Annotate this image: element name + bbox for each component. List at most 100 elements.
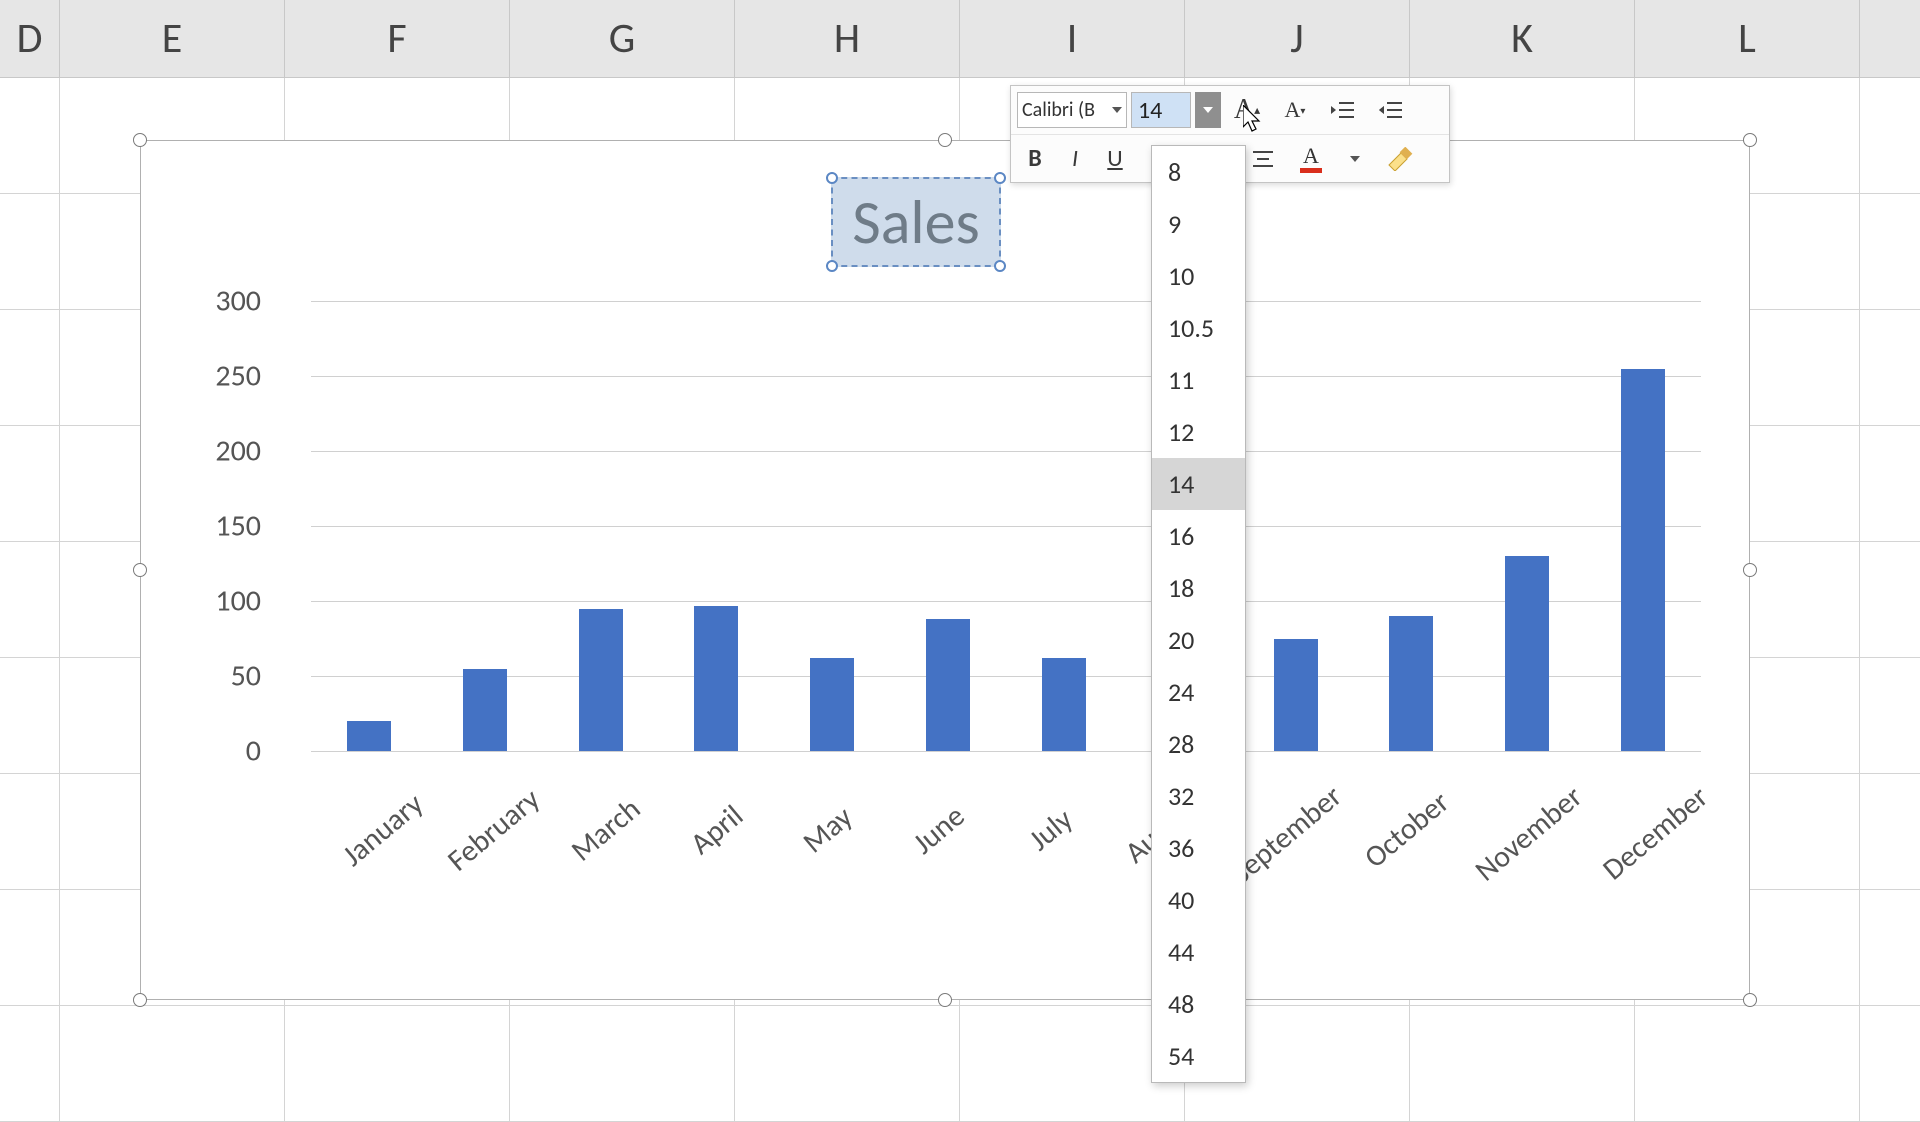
column-header[interactable]: G	[510, 0, 735, 77]
font-size-input[interactable]: 14	[1131, 92, 1191, 128]
underline-button[interactable]: U	[1097, 139, 1133, 179]
bar-slot	[1238, 301, 1354, 751]
font-size-option[interactable]: 44	[1152, 926, 1245, 978]
font-size-option[interactable]: 36	[1152, 822, 1245, 874]
column-header[interactable]: L	[1635, 0, 1860, 77]
bold-button[interactable]: B	[1017, 139, 1053, 179]
bar-slot	[1353, 301, 1469, 751]
font-size-option[interactable]: 8	[1152, 146, 1245, 198]
font-size-option[interactable]: 10	[1152, 250, 1245, 302]
y-axis-tick-label: 300	[181, 283, 261, 320]
y-axis-tick-label: 250	[181, 358, 261, 395]
bar-slot	[1006, 301, 1122, 751]
font-size-option[interactable]: 16	[1152, 510, 1245, 562]
chevron-down-icon	[1112, 107, 1122, 113]
font-size-option[interactable]: 24	[1152, 666, 1245, 718]
resize-handle[interactable]	[133, 133, 147, 147]
bar[interactable]	[463, 669, 507, 752]
resize-handle[interactable]	[1743, 563, 1757, 577]
bar-slot	[1469, 301, 1585, 751]
x-axis-tick-label: October	[1353, 780, 1462, 880]
font-size-value: 14	[1138, 96, 1162, 125]
column-header[interactable]: J	[1185, 0, 1410, 77]
bar-slot	[427, 301, 543, 751]
bar[interactable]	[1389, 616, 1433, 751]
italic-button[interactable]: I	[1057, 139, 1093, 179]
font-size-option[interactable]: 18	[1152, 562, 1245, 614]
font-size-option[interactable]: 12	[1152, 406, 1245, 458]
gridline	[311, 751, 1701, 752]
bar-slot	[658, 301, 774, 751]
font-size-option[interactable]: 54	[1152, 1030, 1245, 1082]
decrease-font-button[interactable]: A▾	[1273, 90, 1317, 130]
chart-title-text[interactable]: Sales	[852, 184, 980, 260]
bar-slot	[890, 301, 1006, 751]
chart-plot-area[interactable]: 050100150200250300 JanuaryFebruaryMarchA…	[201, 301, 1701, 781]
chart-title-box[interactable]: Sales	[831, 177, 1001, 267]
align-center-button[interactable]	[1241, 139, 1285, 179]
bar[interactable]	[579, 609, 623, 752]
bar[interactable]	[1274, 639, 1318, 752]
font-size-option[interactable]: 32	[1152, 770, 1245, 822]
font-size-option[interactable]: 48	[1152, 978, 1245, 1030]
bar-slot	[1585, 301, 1701, 751]
resize-handle[interactable]	[133, 993, 147, 1007]
title-resize-handle[interactable]	[826, 260, 838, 272]
bar[interactable]	[810, 658, 854, 751]
font-size-option[interactable]: 40	[1152, 874, 1245, 926]
font-name-combo[interactable]: Calibri (B	[1017, 92, 1127, 128]
increase-font-button[interactable]: A▴	[1225, 90, 1269, 130]
font-size-option[interactable]: 20	[1152, 614, 1245, 666]
font-size-option[interactable]: 9	[1152, 198, 1245, 250]
column-headers: D E F G H I J K L	[0, 0, 1920, 78]
font-color-button[interactable]: A	[1289, 139, 1333, 179]
title-resize-handle[interactable]	[994, 260, 1006, 272]
decrease-indent-button[interactable]	[1321, 90, 1365, 130]
resize-handle[interactable]	[133, 563, 147, 577]
font-size-option[interactable]: 28	[1152, 718, 1245, 770]
x-axis-tick-label: December	[1595, 779, 1715, 888]
column-header[interactable]: K	[1410, 0, 1635, 77]
resize-handle[interactable]	[938, 993, 952, 1007]
font-color-dropdown[interactable]	[1337, 139, 1373, 179]
bar[interactable]	[347, 721, 391, 751]
resize-handle[interactable]	[1743, 133, 1757, 147]
chart-object[interactable]: Sales 050100150200250300 JanuaryFebruary…	[140, 140, 1750, 1000]
bar[interactable]	[1042, 658, 1086, 751]
x-axis-tick-label: March	[551, 780, 660, 880]
increase-indent-button[interactable]	[1369, 90, 1413, 130]
resize-handle[interactable]	[938, 133, 952, 147]
x-axis-tick-label: June	[885, 780, 994, 880]
x-axis-labels: JanuaryFebruaryMarchAprilMayJuneJulyAugu…	[311, 789, 1701, 826]
bar-slot	[543, 301, 659, 751]
column-header[interactable]: H	[735, 0, 960, 77]
x-axis-tick-label: January	[328, 780, 437, 880]
font-size-option[interactable]: 14	[1152, 458, 1245, 510]
font-size-dropdown-button[interactable]	[1195, 92, 1221, 128]
font-name-value: Calibri (B	[1022, 98, 1095, 122]
y-axis-tick-label: 100	[181, 583, 261, 620]
font-size-option[interactable]: 11	[1152, 354, 1245, 406]
y-axis-tick-label: 200	[181, 433, 261, 470]
column-header[interactable]: F	[285, 0, 510, 77]
bar[interactable]	[926, 619, 970, 751]
title-resize-handle[interactable]	[994, 172, 1006, 184]
column-header[interactable]: E	[60, 0, 285, 77]
chevron-down-icon	[1350, 156, 1360, 162]
font-size-option[interactable]: 10.5	[1152, 302, 1245, 354]
y-axis-tick-label: 50	[181, 658, 261, 695]
format-painter-button[interactable]	[1377, 139, 1421, 179]
bar[interactable]	[1505, 556, 1549, 751]
font-size-dropdown-list[interactable]: 891010.51112141618202428323640444854	[1151, 145, 1246, 1083]
title-resize-handle[interactable]	[826, 172, 838, 184]
resize-handle[interactable]	[1743, 993, 1757, 1007]
x-axis-tick-label: April	[662, 780, 771, 880]
x-axis-tick-label: November	[1467, 778, 1589, 889]
bar-slot	[311, 301, 427, 751]
x-axis-tick-label: May	[773, 780, 882, 880]
column-header[interactable]: I	[960, 0, 1185, 77]
bar[interactable]	[1621, 369, 1665, 752]
bar[interactable]	[694, 606, 738, 752]
y-axis-tick-label: 0	[181, 733, 261, 770]
column-header[interactable]: D	[0, 0, 60, 77]
